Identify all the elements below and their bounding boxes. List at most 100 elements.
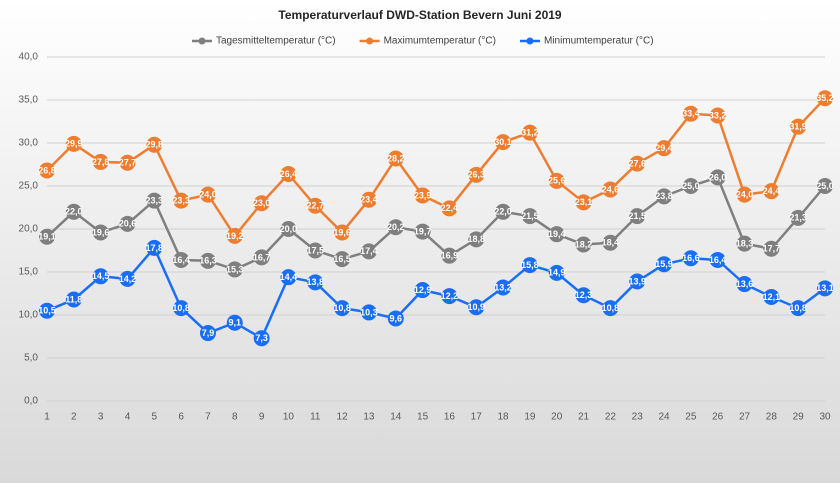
data-point [253,195,270,212]
x-tick-label: 10 [283,412,295,423]
data-point [39,302,55,319]
data-point [146,192,163,209]
data-point [39,228,55,245]
data-point [602,234,619,251]
data-label: 20,6 [119,219,137,229]
data-label: 23,8 [655,191,673,201]
data-label: 15,3 [226,264,244,274]
data-point [656,188,673,205]
data-point [173,251,190,268]
data-label: 20,2 [387,222,405,232]
data-point [360,191,377,208]
data-point [763,183,780,200]
y-tick-label: 30,0 [19,138,39,149]
data-point [575,236,592,253]
data-point [39,162,55,179]
data-label: 21,5 [628,211,646,221]
data-label: 10,8 [602,303,620,313]
y-tick-label: 15,0 [19,267,39,278]
data-label: 16,4 [172,255,190,265]
data-point [92,224,109,241]
data-label: 22,7 [307,201,325,211]
data-point [65,203,82,220]
x-tick-label: 22 [605,412,617,423]
data-label: 14,5 [92,271,110,281]
data-point [441,200,458,217]
data-point [253,330,270,347]
data-label: 35,2 [816,93,834,103]
data-point [92,268,109,285]
data-label: 19,7 [414,226,432,236]
data-point [817,280,833,297]
legend-label: Tagesmitteltemperatur (°C) [216,36,336,47]
data-label: 33,2 [709,110,727,120]
data-point [521,124,538,141]
data-point [468,231,485,248]
x-tick-label: 17 [471,412,483,423]
data-label: 24,0 [736,189,754,199]
data-point [468,166,485,183]
data-point [709,169,726,186]
x-tick-label: 16 [444,412,456,423]
data-label: 31,9 [789,122,807,132]
data-point [119,154,136,171]
data-label: 17,4 [360,246,378,256]
data-label: 13,1 [816,283,834,293]
x-tick-label: 13 [363,412,375,423]
data-point [280,221,297,237]
legend-marker [198,37,206,45]
data-point [682,105,699,122]
data-label: 17,8 [146,243,164,253]
x-tick-label: 30 [819,412,831,423]
data-label: 15,9 [655,259,673,269]
data-label: 24,4 [763,186,781,196]
data-label: 16,6 [682,253,700,263]
data-label: 18,4 [602,238,620,248]
data-point [146,239,163,256]
chart-title: Temperaturverlauf DWD-Station Bevern Jun… [278,8,562,22]
data-label: 13,2 [494,282,512,292]
legend-label: Maximumtemperatur (°C) [384,36,496,47]
data-label: 10,3 [360,307,378,317]
data-point [763,288,780,305]
data-point [682,250,699,267]
data-label: 21,5 [521,211,539,221]
data-point [575,194,592,211]
data-label: 19,6 [92,227,110,237]
x-tick-label: 9 [259,412,265,423]
data-point [414,187,431,204]
data-label: 17,7 [763,244,781,254]
data-point [548,172,565,189]
data-label: 16,9 [441,251,459,261]
data-label: 29,8 [146,140,164,150]
x-tick-label: 27 [739,412,751,423]
data-label: 7,9 [202,328,215,338]
data-label: 26,8 [38,165,56,175]
data-point [817,90,833,107]
data-point [226,261,243,278]
data-point [119,215,136,232]
data-label: 19,6 [333,227,351,237]
data-label: 29,9 [65,139,83,149]
data-point [548,226,565,243]
data-label: 23,0 [253,198,271,208]
data-label: 25,0 [682,181,700,191]
data-point [709,251,726,268]
data-point [629,208,646,225]
data-point [682,178,699,194]
data-label: 18,2 [575,239,593,249]
data-label: 17,5 [307,245,325,255]
legend-marker [526,37,534,45]
data-point [173,300,190,317]
y-tick-label: 5,0 [24,353,38,364]
data-point [629,273,646,290]
data-label: 14,4 [280,272,298,282]
data-point [548,264,565,281]
data-label: 16,5 [333,254,351,264]
data-point [65,135,82,152]
data-point [280,269,297,286]
data-point [736,235,753,252]
